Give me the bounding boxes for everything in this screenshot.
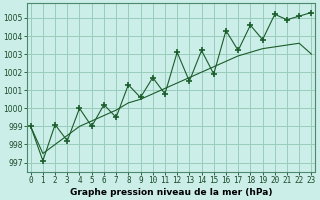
X-axis label: Graphe pression niveau de la mer (hPa): Graphe pression niveau de la mer (hPa) — [70, 188, 272, 197]
